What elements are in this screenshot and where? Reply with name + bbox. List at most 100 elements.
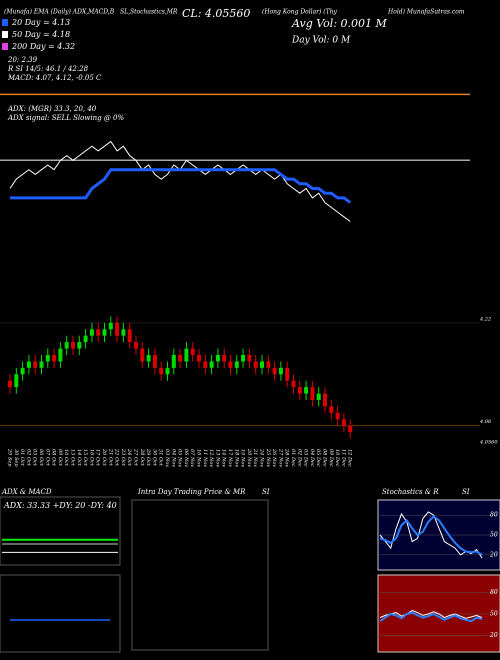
candle-body [33, 361, 38, 368]
x-tick-label: 10 Nov [196, 449, 202, 467]
y-tick-label: 4.06 [479, 419, 492, 425]
x-tick-label: 11 Nov [202, 449, 208, 467]
adx-values: ADX: 33.33 +DY: 20 -DY: 40 [3, 501, 117, 510]
x-tick-label: 03 Dec [303, 449, 309, 467]
avg-vol: Avg Vol: 0.001 M [291, 17, 388, 30]
candle-body [323, 393, 327, 407]
x-tick-label: 22 Oct [114, 448, 120, 467]
candle-body [304, 387, 309, 394]
x-tick-label: 30 Sep [13, 449, 19, 467]
x-tick-label: 10 Oct [63, 449, 69, 467]
candle-body [159, 367, 164, 375]
x-tick-label: 14 Nov [221, 449, 227, 467]
candle-body [297, 387, 302, 394]
legend-swatch [2, 19, 8, 26]
y-tick-label: 80 [490, 512, 498, 519]
candle-body [171, 355, 176, 368]
y-tick-label: 50 [490, 611, 498, 618]
day-vol: Day Vol: 0 M [291, 36, 351, 46]
x-tick-label: 11 Dec [340, 449, 346, 467]
candle-body [146, 355, 151, 362]
candle-body [253, 361, 258, 368]
candle-body [234, 361, 239, 368]
x-tick-label: 08 Oct [51, 449, 57, 467]
adx-box [0, 496, 121, 566]
candle-body [203, 361, 208, 368]
candle-body [96, 329, 101, 336]
x-tick-label: 03 Nov [164, 449, 170, 467]
x-tick-label: 21 Oct [107, 448, 113, 467]
candle-body [71, 342, 75, 349]
macd-box [0, 574, 121, 653]
y-tick-label: 50 [490, 532, 498, 539]
series-line [10, 168, 352, 204]
candle-body [52, 355, 57, 362]
note: ADX: (MGR) 33.3, 20, 40 [7, 105, 97, 113]
candle-body [127, 329, 132, 343]
note: ADX signal: SELL Slowing @ 0% [7, 114, 124, 122]
candle-body [260, 361, 264, 368]
x-tick-label: 26 Nov [271, 448, 277, 467]
candle-body [178, 355, 183, 362]
x-tick-label: 18 Nov [233, 449, 239, 467]
stoch-si: SI [462, 488, 470, 496]
intraday-box [131, 499, 269, 651]
candle-body [8, 380, 12, 388]
legend-label: 20 Day = 4.13 [11, 18, 70, 27]
x-tick-label: 30 Oct [151, 449, 157, 467]
header-right: Hold) MunafaSutras.com [387, 9, 465, 16]
x-tick-label: 05 Dec [315, 449, 321, 467]
note: R SI 14/5: 46.1 / 42.28 [7, 65, 89, 73]
legend-label: 200 Day = 4.32 [11, 42, 75, 51]
candle-body [341, 419, 346, 426]
candle-body [197, 355, 201, 362]
header-price: CL: 4.05560 [182, 7, 250, 20]
y-tick-label: 80 [490, 589, 498, 596]
candle-body [140, 348, 145, 362]
candle-body [241, 355, 246, 362]
candle-body [83, 335, 88, 343]
x-tick-label: 04 Dec [309, 449, 315, 467]
header-currency: (Hong Kong Dollar) (Thy [262, 9, 338, 16]
candle-body [20, 367, 25, 375]
x-tick-label: 09 Oct [57, 449, 63, 467]
x-tick-label: 27 Oct [133, 448, 139, 467]
intraday-title: Intra Day Trading Price & MR [137, 488, 246, 496]
x-tick-label: 03 Oct [32, 449, 38, 467]
x-tick-label: 29 Oct [145, 448, 151, 467]
x-tick-label: 12 Nov [208, 449, 214, 467]
x-tick-label: 07 Oct [44, 449, 50, 467]
candle-body [285, 367, 290, 381]
header-left: (Munafa) EMA (Daily) ADX,MACD,B [4, 9, 115, 16]
note: 20: 2.39 [7, 56, 38, 64]
legend-swatch [2, 43, 8, 50]
stoch-title: Stochastics & R [382, 488, 439, 496]
adx-title: ADX & MACD [1, 488, 52, 496]
candle-body [228, 361, 233, 368]
candle-body [108, 322, 113, 330]
candle-body [329, 406, 334, 413]
x-tick-label: 06 Oct [38, 449, 44, 467]
candle-body [184, 348, 189, 362]
candle-body [121, 329, 126, 336]
x-tick-label: 24 Oct [126, 448, 132, 467]
y-tick-label: 20 [489, 632, 498, 639]
candle-body [215, 355, 220, 362]
legend-label: 50 Day = 4.18 [12, 30, 70, 39]
x-tick-label: 21 Nov [252, 448, 258, 467]
candle-body [14, 374, 19, 388]
x-tick-label: 17 Oct [95, 449, 101, 467]
x-tick-label: 02 Dec [296, 449, 302, 467]
x-tick-label: 08 Dec [322, 449, 328, 467]
x-tick-label: 24 Nov [259, 448, 265, 467]
x-tick-label: 28 Nov [284, 448, 290, 467]
candle-body [266, 361, 271, 368]
x-tick-label: 12 Dec [347, 449, 353, 467]
candle-body [165, 367, 170, 375]
x-tick-label: 23 Oct [120, 448, 126, 467]
x-tick-label: 07 Nov [189, 449, 195, 467]
candle-body [209, 361, 214, 368]
x-tick-label: 28 Oct [139, 448, 145, 467]
intraday-si: SI [262, 488, 270, 496]
